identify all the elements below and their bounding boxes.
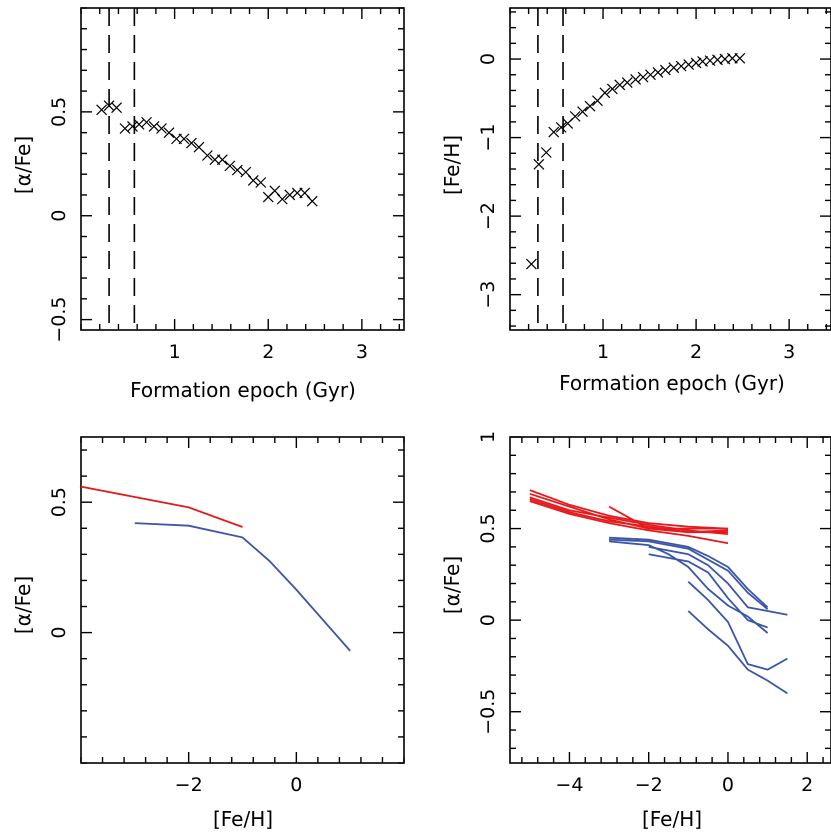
plot-frame [509, 7, 831, 331]
series-line [608, 505, 728, 530]
y-tick-label: −0.5 [477, 689, 499, 735]
p1-xlabel: Formation epoch (Gyr) [130, 378, 356, 402]
x-tick-label: 2 [262, 341, 274, 363]
data-point-marker [156, 123, 167, 134]
series-line [609, 538, 769, 610]
y-tick-label: −2 [477, 202, 499, 230]
y-tick-label: 0 [477, 614, 499, 626]
plot-frame [80, 436, 405, 764]
data-point-marker [668, 62, 680, 74]
x-tick-label: 3 [783, 341, 795, 363]
x-tick-label: 1 [597, 341, 609, 363]
data-point-marker [103, 100, 115, 112]
p1-ylabel: [α/Fe] [11, 136, 35, 194]
y-tick-label: 0.5 [477, 513, 499, 543]
data-point-marker [584, 100, 596, 112]
y-tick-label: 0 [477, 53, 499, 65]
data-point-marker [231, 164, 243, 176]
x-tick-label: 1 [169, 341, 181, 363]
data-point-marker [659, 64, 671, 76]
x-tick-label: 0 [290, 774, 302, 796]
series-line [529, 498, 729, 534]
data-point-marker [637, 71, 649, 83]
data-point-marker [163, 127, 175, 139]
data-point-marker [652, 66, 664, 78]
x-tick-label: 2 [690, 341, 702, 363]
x-tick-label: −2 [175, 774, 203, 796]
series-line [80, 485, 243, 528]
series-line [648, 553, 768, 629]
data-point-marker [224, 160, 236, 172]
data-point-marker [111, 102, 123, 114]
data-point-marker [690, 57, 702, 69]
data-point-marker [606, 83, 618, 95]
panel-alpha-fe-vs-epoch: Formation epoch (Gyr) [α/Fe] 1 2 3 −0.5 0 0.5 [11, 7, 405, 402]
data-point-marker [133, 118, 145, 130]
data-point-marker [675, 60, 687, 72]
series-line [529, 500, 729, 545]
data-point-marker [306, 195, 318, 207]
data-point-marker [621, 77, 633, 89]
p2-xlabel: Formation epoch (Gyr) [559, 371, 785, 395]
data-point-marker [577, 106, 588, 118]
data-point-marker [533, 158, 545, 170]
data-point-marker [525, 258, 537, 270]
data-point-marker [148, 120, 160, 132]
series-line [134, 522, 351, 652]
x-tick-label: −2 [635, 774, 663, 796]
y-tick-label: 1 [477, 431, 499, 443]
x-tick-label: −4 [555, 774, 583, 796]
data-point-marker [614, 79, 626, 91]
data-point-marker [276, 193, 288, 205]
series-line [687, 581, 788, 671]
data-point-marker [119, 123, 131, 134]
data-point-marker [178, 133, 190, 145]
series-line [609, 536, 769, 608]
panel-fe-h-vs-epoch: Formation epoch (Gyr) [Fe/H] 1 2 3 −3 −2 −1 0 [440, 7, 831, 395]
data-point-marker [141, 116, 152, 128]
y-tick-label: −3 [477, 281, 499, 309]
y-tick-label: 0.5 [48, 487, 70, 517]
y-tick-label: −0.5 [48, 297, 70, 343]
series-line [529, 489, 729, 530]
data-point-marker [247, 175, 259, 186]
data-point-marker [193, 141, 205, 153]
p2-ylabel: [Fe/H] [440, 135, 464, 195]
panel-alpha-fe-vs-fe-h-multi: [Fe/H] [α/Fe] −4 −2 0 2 −0.5 0 0.5 1 [440, 431, 831, 831]
data-point-marker [201, 150, 213, 161]
data-point-marker [683, 59, 695, 70]
data-point-marker [548, 126, 560, 138]
y-tick-label: −1 [477, 124, 499, 152]
plot-frame [509, 436, 831, 764]
x-tick-label: 0 [722, 774, 734, 796]
data-point-marker [186, 137, 197, 149]
p3-ylabel: [α/Fe] [11, 576, 35, 634]
data-point-marker [645, 69, 656, 81]
series-line [648, 546, 788, 616]
data-point-marker [630, 74, 642, 85]
p4-xlabel: [Fe/H] [642, 807, 702, 831]
data-point-marker [127, 120, 138, 132]
x-tick-label: 3 [356, 341, 368, 363]
data-point-marker [555, 121, 567, 133]
series-line [687, 610, 788, 695]
data-point-marker [216, 154, 228, 166]
p4-ylabel: [α/Fe] [440, 556, 464, 614]
data-point-marker [96, 104, 108, 116]
panel-alpha-fe-vs-fe-h: [Fe/H] [α/Fe] −2 0 0 0.5 [11, 436, 405, 831]
data-point-marker [284, 189, 296, 201]
y-tick-label: 0 [48, 210, 70, 222]
plot-frame [80, 7, 405, 331]
p3-xlabel: [Fe/H] [213, 807, 273, 831]
data-point-marker [599, 87, 611, 99]
data-point-marker [569, 110, 581, 122]
data-point-marker [255, 177, 267, 188]
data-point-marker [734, 52, 746, 64]
y-tick-label: 0 [48, 627, 70, 639]
x-tick-label: 2 [801, 774, 813, 796]
data-point-marker [540, 147, 552, 158]
y-tick-label: 0.5 [48, 97, 70, 127]
